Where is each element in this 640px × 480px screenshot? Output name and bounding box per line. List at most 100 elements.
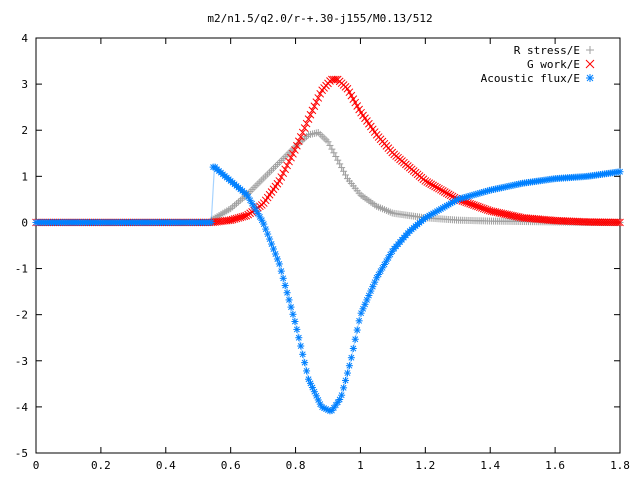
data-point: [586, 218, 595, 226]
data-point: [584, 218, 593, 226]
data-point: [355, 317, 363, 325]
y-tick-label: -3: [15, 355, 28, 368]
series-cross: [32, 75, 624, 227]
data-point: [283, 289, 291, 297]
data-point: [285, 157, 293, 166]
data-point: [314, 94, 323, 102]
data-point: [433, 183, 441, 192]
data-point: [353, 326, 361, 334]
y-tick-label: -4: [15, 401, 29, 414]
data-point: [289, 149, 297, 158]
data-point: [328, 75, 336, 84]
y-tick-label: -1: [15, 263, 28, 276]
x-tick-label: 0.8: [286, 459, 306, 472]
data-point: [425, 179, 434, 188]
data-point: [293, 325, 301, 333]
data-point: [347, 354, 355, 362]
data-point: [351, 335, 359, 343]
data-point: [349, 344, 357, 352]
data-point: [310, 102, 319, 111]
data-point: [296, 133, 305, 141]
data-point: [343, 369, 351, 377]
y-tick-label: 2: [21, 124, 28, 137]
data-point: [330, 149, 338, 157]
data-point: [331, 75, 340, 84]
data-point: [300, 124, 309, 132]
data-point: [351, 98, 360, 107]
x-tick-label: 1.2: [415, 459, 435, 472]
data-point: [598, 218, 607, 227]
data-point: [342, 171, 350, 179]
data-point: [347, 91, 356, 100]
data-point: [612, 218, 620, 227]
data-point: [444, 190, 453, 199]
data-point: [291, 317, 299, 325]
data-point: [616, 218, 624, 227]
data-point: [442, 189, 451, 197]
legend-label: R stress/E: [514, 44, 580, 57]
data-point: [588, 218, 597, 226]
x-tick-label: 0: [33, 459, 40, 472]
data-point: [596, 218, 605, 227]
data-point: [427, 180, 436, 189]
legend-marker: [586, 74, 594, 82]
data-point: [602, 218, 611, 227]
data-point: [326, 141, 334, 149]
data-point: [435, 184, 443, 193]
axis-ticks: 0 0.2 0.4 0.6 0.8 1 1.2 1.4 1.6 1.8 -5 -4 -3 -2 -1 0 1 2 3…: [15, 32, 630, 472]
y-tick-label: -5: [15, 447, 28, 460]
data-point: [285, 296, 293, 304]
data-point: [279, 169, 288, 178]
data-point: [279, 274, 287, 282]
data-point: [299, 350, 307, 358]
data-point: [429, 181, 437, 190]
data-point: [277, 173, 286, 181]
data-point: [264, 230, 272, 238]
data-point: [438, 187, 447, 195]
data-point: [340, 167, 348, 175]
x-tick-label: 1.4: [480, 459, 500, 472]
data-point: [353, 102, 362, 110]
data-point: [312, 98, 321, 106]
data-point: [287, 303, 295, 311]
plot-frame: [35, 37, 621, 454]
data-point: [207, 218, 215, 226]
data-point: [373, 274, 381, 282]
data-point: [277, 267, 285, 275]
data-point: [289, 310, 297, 318]
data-point: [592, 218, 601, 226]
y-tick-label: 1: [21, 170, 28, 183]
data-point: [616, 168, 624, 176]
data-point: [306, 110, 315, 119]
y-tick-label: 3: [21, 78, 28, 91]
data-point: [283, 161, 291, 170]
x-tick-label: 0.6: [221, 459, 241, 472]
data-point: [345, 362, 353, 370]
data-point: [334, 156, 342, 164]
data-point: [606, 218, 615, 227]
data-point: [446, 191, 455, 200]
data-point: [421, 177, 430, 185]
data-point: [275, 260, 283, 268]
data-point: [345, 88, 354, 97]
chart-title: m2/n1.5/q2.0/r-+.30-j155/M0.13/512: [207, 12, 432, 25]
data-point: [338, 164, 346, 172]
data-point: [338, 391, 346, 399]
data-point: [302, 119, 311, 128]
series-layer: [32, 75, 624, 415]
x-tick-label: 1.8: [610, 459, 630, 472]
x-tick-label: 1: [357, 459, 364, 472]
data-point: [382, 257, 390, 265]
data-point: [240, 212, 249, 221]
x-tick-label: 1.6: [545, 459, 565, 472]
data-point: [294, 137, 303, 146]
legend-label: G work/E: [527, 58, 580, 71]
data-point: [610, 218, 619, 227]
data-point: [604, 218, 613, 227]
data-point: [287, 153, 295, 162]
series-line: [36, 78, 621, 224]
data-point: [242, 211, 251, 220]
data-point: [614, 218, 622, 227]
series-line: [36, 165, 621, 413]
